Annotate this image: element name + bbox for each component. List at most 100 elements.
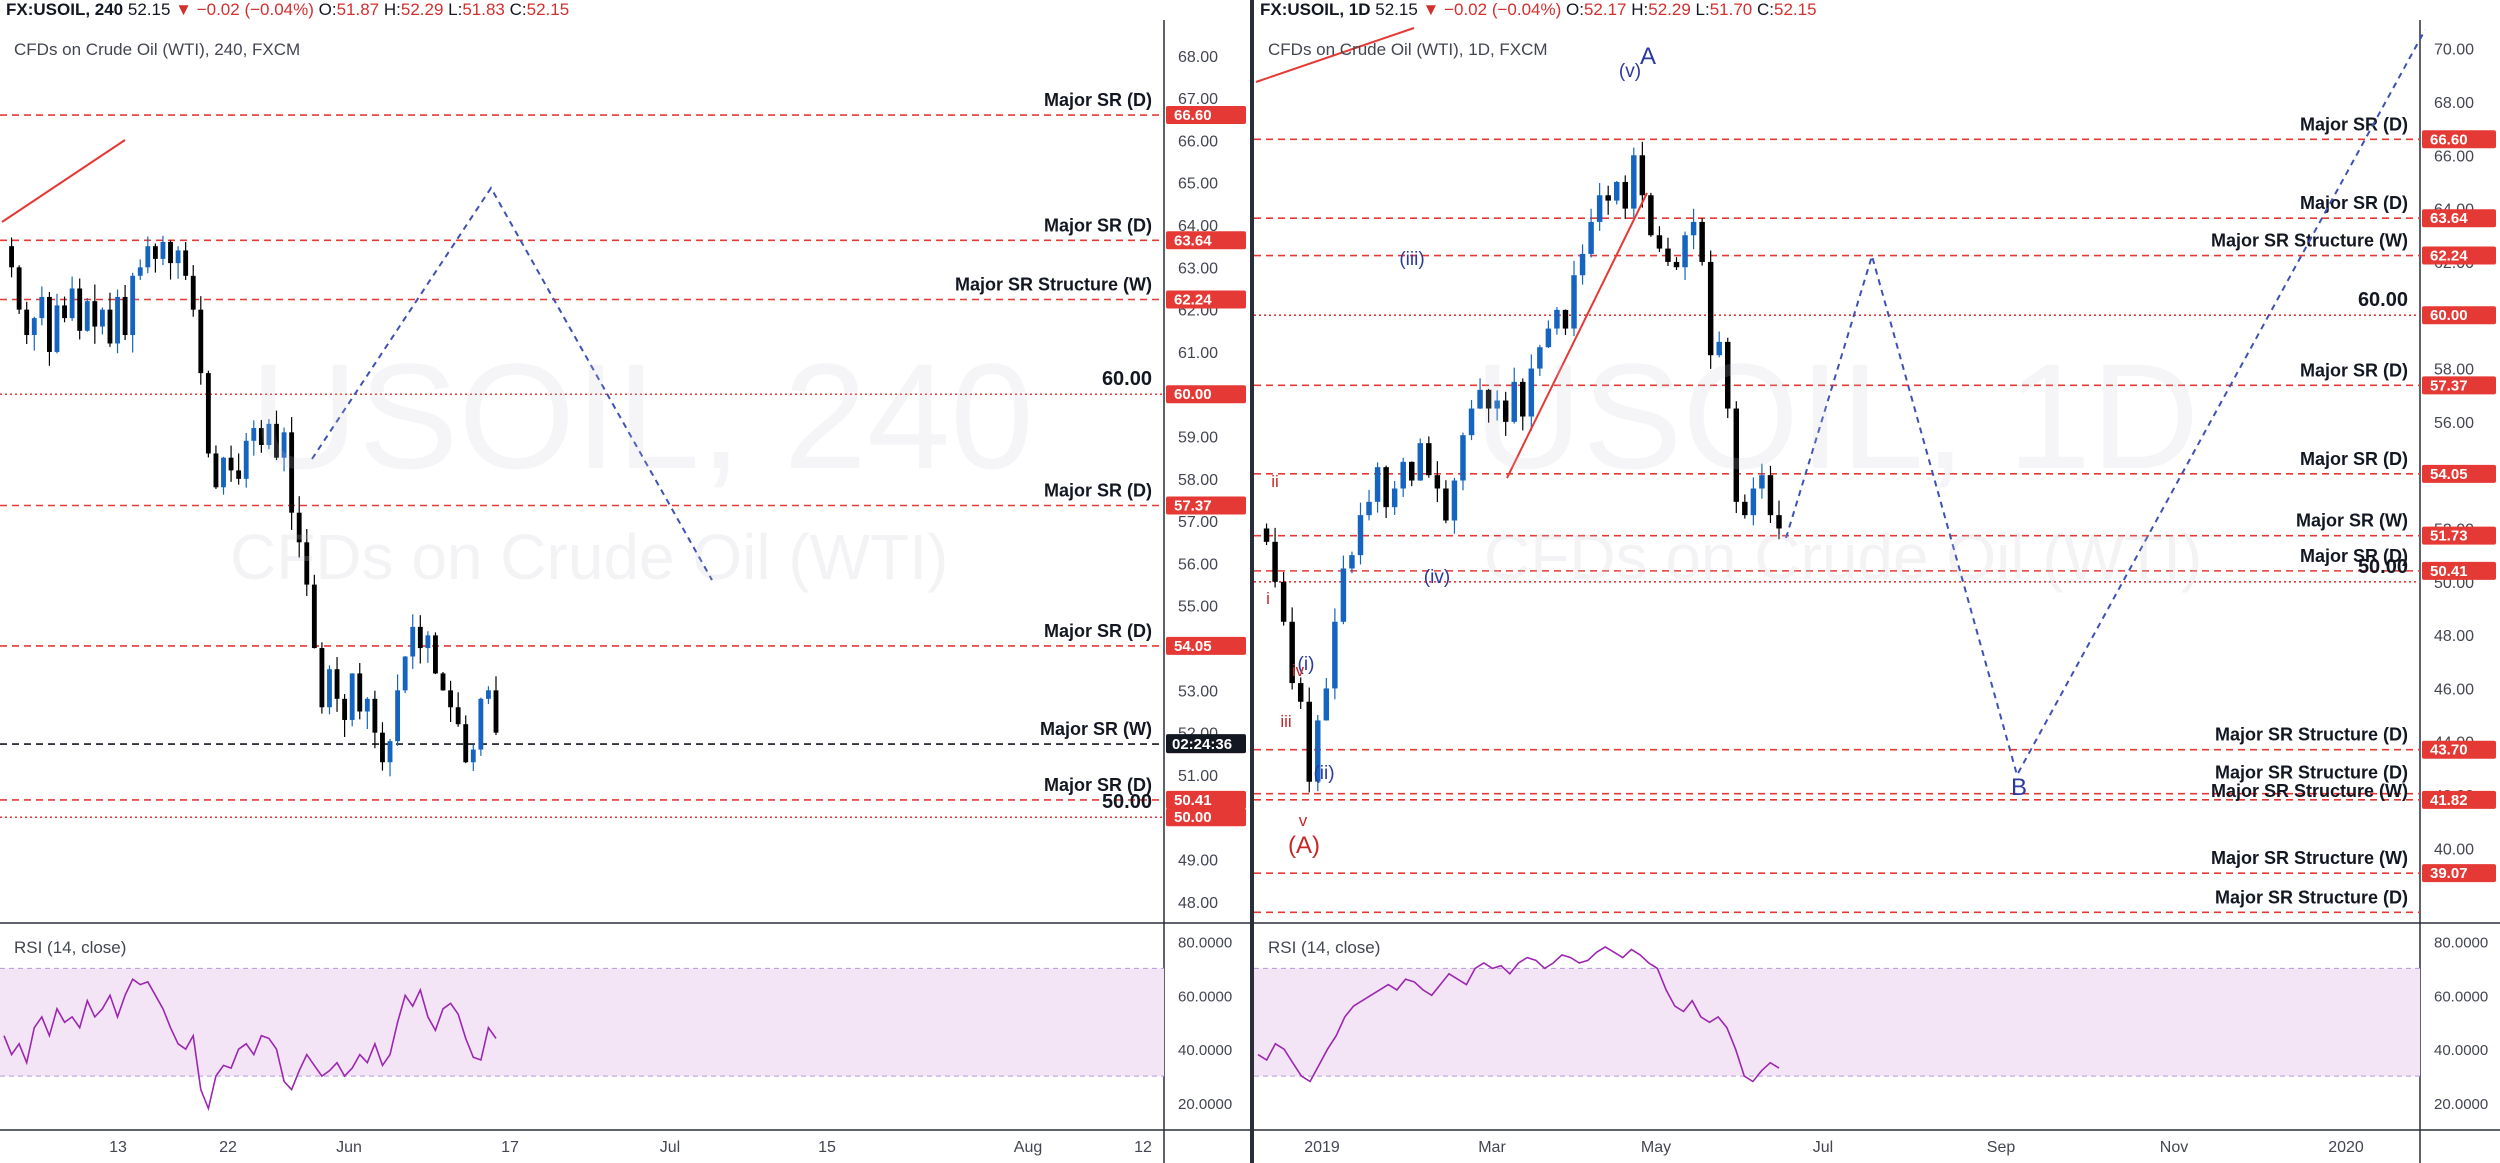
level-label: Major SR Structure (D): [2215, 887, 2408, 907]
candle-body: [327, 669, 332, 708]
level-label: Major SR (D): [2300, 114, 2408, 134]
pane-separator[interactable]: [1250, 0, 1254, 1163]
candle-body: [145, 246, 151, 268]
candle-body: [1562, 309, 1569, 329]
level-label: Major SR (D): [2300, 546, 2408, 566]
subwave-label: iii: [1280, 712, 1291, 731]
candle-body: [1451, 480, 1458, 521]
low-value: 51.83: [462, 0, 505, 19]
candle-body: [1579, 253, 1586, 276]
candle-body: [1716, 341, 1722, 356]
rsi-tick-label: 40.0000: [1178, 1042, 1232, 1059]
candle-body: [1545, 328, 1552, 348]
symbol-header: FX:USOIL, 1D 52.15 ▼ −0.02 (−0.04%) O:52…: [1260, 0, 1817, 20]
candle-body: [1340, 568, 1347, 622]
price-tag: [1166, 290, 1246, 309]
price-tag: [1166, 231, 1246, 250]
countdown-tag: [1166, 734, 1246, 754]
close-value: 52.15: [526, 0, 570, 19]
candle-body: [296, 512, 302, 543]
price-tag-text: 39.07: [2430, 865, 2468, 882]
candle-body: [1349, 555, 1355, 569]
candle-body: [440, 673, 446, 691]
x-tick-label: 22: [219, 1139, 237, 1156]
x-tick-label: Jul: [1813, 1139, 1833, 1156]
subwave-label: ii: [1271, 472, 1279, 491]
close-value: 52.15: [1774, 0, 1817, 19]
y-tick-label: 61.00: [1178, 345, 1218, 362]
level-label: Major SR Structure (D): [2215, 763, 2408, 783]
candle-body: [46, 296, 52, 352]
candle-body: [334, 669, 340, 699]
candle-body: [417, 626, 423, 649]
candle-body: [372, 698, 378, 733]
x-tick-label: May: [1641, 1139, 1671, 1156]
rsi-label[interactable]: RSI (14, close): [1268, 938, 1381, 957]
last-price: 52.15: [127, 0, 171, 19]
x-tick-label: 13: [109, 1139, 127, 1156]
level-label: Major SR (D): [1044, 775, 1152, 795]
price-tag: [2422, 526, 2496, 545]
watermark-symbol: USOIL, 240: [250, 332, 1034, 500]
low-label: L:: [448, 0, 463, 19]
chart-daily[interactable]: 40.0042.0044.0046.0048.0050.0052.0054.00…: [1254, 0, 2500, 1163]
candle-body: [342, 698, 348, 720]
subwave-label: (A): [1288, 832, 1320, 859]
candle-body: [486, 690, 491, 699]
candle-body: [1631, 155, 1637, 209]
wave-label: B: [2011, 774, 2027, 801]
price-tag: [1166, 385, 1246, 404]
last-price: 52.15: [1375, 0, 1418, 19]
rsi-tick-label: 20.0000: [2434, 1096, 2488, 1113]
candle-body: [92, 301, 98, 327]
candle-body: [274, 423, 279, 458]
y-tick-label: 48.00: [2434, 628, 2474, 645]
y-tick-label: 58.00: [1178, 472, 1218, 489]
candle-body: [1485, 389, 1492, 409]
price-tag: [1166, 496, 1246, 515]
candle-body: [1554, 309, 1560, 329]
rsi-tick-label: 80.0000: [2434, 934, 2488, 951]
candle-body: [1477, 389, 1483, 409]
candle-body: [228, 457, 234, 471]
chart-4h[interactable]: 48.0049.0050.0051.0052.0053.0054.0055.00…: [0, 0, 1250, 1163]
level-label: Major SR Structure (D): [2215, 725, 2408, 745]
rsi-band: [0, 968, 1164, 1077]
price-tag-text: 54.05: [2430, 466, 2468, 483]
price-tag: [2422, 464, 2496, 483]
candle-body: [402, 656, 408, 691]
candle-body: [62, 305, 67, 319]
trend-line: [1, 139, 126, 223]
y-tick-label: 67.00: [1178, 91, 1218, 108]
trend-line: [1255, 27, 1415, 83]
candle-body: [1656, 235, 1663, 249]
candle-body: [168, 241, 173, 264]
y-tick-label: 66.00: [1178, 133, 1218, 150]
price-tag: [2422, 864, 2496, 883]
wave-label: A: [1640, 43, 1656, 70]
level-label: Major SR (D): [2300, 193, 2408, 213]
chart-pane-daily[interactable]: 40.0042.0044.0046.0048.0050.0052.0054.00…: [1254, 0, 2500, 1163]
candle-body: [1409, 461, 1415, 481]
candle-body: [304, 542, 310, 585]
symbol-name[interactable]: FX:USOIL, 1D: [1260, 0, 1371, 19]
candle-body: [1613, 181, 1620, 201]
candle-body: [478, 698, 484, 750]
candle-body: [1323, 688, 1330, 721]
price-tag-text: 50.41: [2430, 563, 2468, 580]
level-label: Major SR Structure (W): [2211, 848, 2408, 868]
chart-pane-4h[interactable]: 48.0049.0050.0051.0052.0053.0054.0055.00…: [0, 0, 1250, 1163]
symbol-name[interactable]: FX:USOIL, 240: [6, 0, 124, 19]
candle-body: [107, 309, 113, 344]
y-tick-label: 49.00: [1178, 853, 1218, 870]
candle-body: [1417, 443, 1424, 481]
candle-body: [243, 440, 249, 479]
candle-body: [1289, 621, 1295, 684]
candle-body: [433, 635, 438, 674]
candle-body: [190, 275, 196, 310]
candle-body: [1639, 155, 1646, 196]
rsi-label[interactable]: RSI (14, close): [14, 938, 127, 957]
round-number-label: 60.00: [1102, 368, 1152, 390]
y-tick-label: 46.00: [2434, 681, 2474, 698]
candle-body: [1511, 381, 1517, 422]
